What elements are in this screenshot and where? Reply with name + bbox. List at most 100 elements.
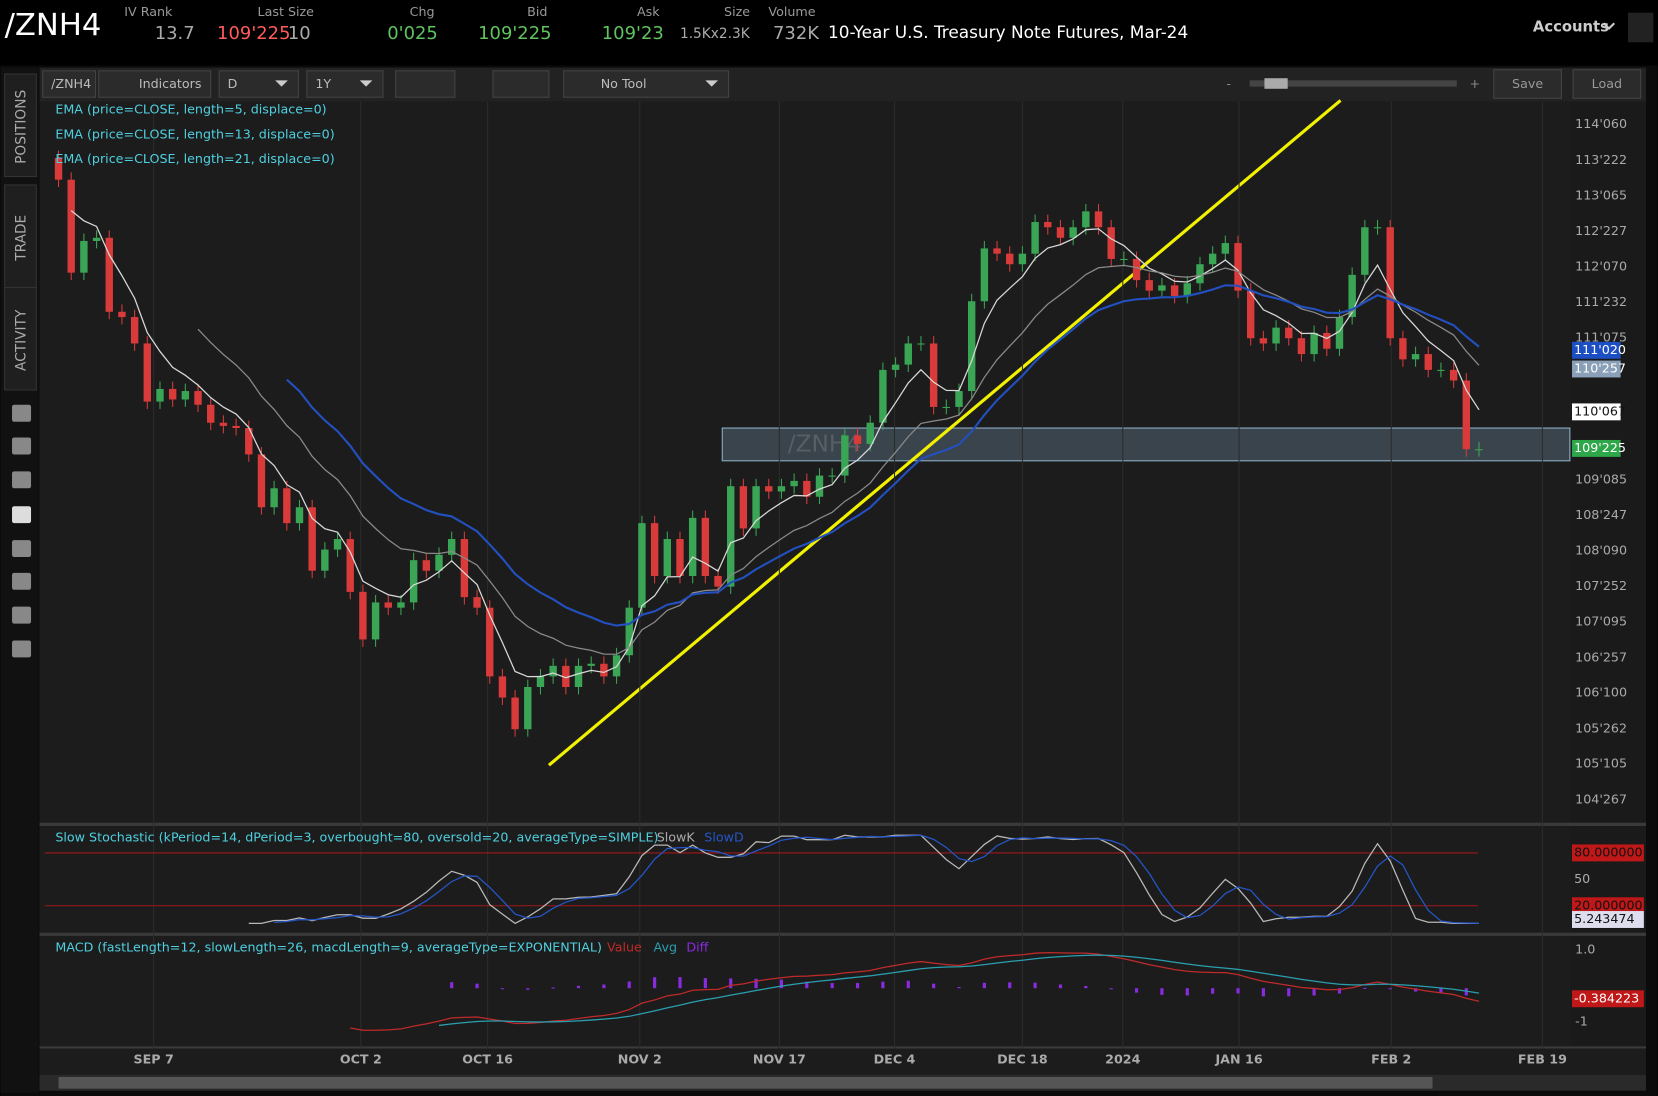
stat-label: Chg [410, 4, 435, 19]
toolbar-button[interactable] [42, 70, 97, 98]
stat-value: 10 [288, 23, 311, 44]
candle [777, 486, 786, 492]
y-tick-label: 113'222 [1575, 152, 1627, 167]
sidebar-icon[interactable] [12, 506, 32, 524]
candle [1234, 243, 1242, 291]
description: 10-Year U.S. Treasury Note Futures, Mar-… [828, 22, 1188, 42]
candle [1031, 221, 1039, 254]
diff-bar [1185, 988, 1189, 996]
sidebar-icon[interactable] [12, 572, 32, 590]
candle [422, 560, 431, 571]
toolbar-label[interactable]: /ZNH4 [51, 76, 91, 91]
toolbar-button[interactable] [1572, 69, 1642, 99]
diff-bar [906, 980, 910, 989]
axis-label: -1 [1575, 1014, 1588, 1029]
macd-avg-line [438, 954, 1480, 1027]
axis-marker [1571, 897, 1644, 915]
candle [257, 454, 266, 508]
close-button[interactable] [1628, 12, 1654, 43]
scroll-thumb[interactable] [58, 1076, 1433, 1089]
diff-bar [779, 979, 784, 989]
zoom-thumb[interactable] [1264, 78, 1288, 89]
candle [663, 539, 671, 576]
toolbar-label[interactable]: Save [1512, 76, 1543, 91]
sidebar-icon[interactable] [12, 404, 32, 422]
toolbar-button[interactable] [492, 70, 550, 98]
stat-value: 109'23 [602, 23, 664, 44]
candle [1221, 243, 1230, 254]
toolbar-button[interactable] [563, 70, 730, 98]
diff-bar [576, 985, 581, 989]
toolbar-button[interactable] [218, 70, 299, 98]
toolbar-label[interactable]: D [228, 76, 238, 91]
candle [1437, 369, 1445, 371]
diff-bar [1236, 988, 1240, 994]
diff-bar [526, 988, 530, 990]
zoom-out[interactable]: - [1226, 76, 1231, 91]
stat-label: Ask [637, 4, 660, 19]
sidebar-icon[interactable] [12, 640, 32, 658]
side-tab[interactable] [4, 286, 37, 391]
candle [283, 488, 291, 524]
study-label: EMA (price=CLOSE, length=21, displace=0) [55, 151, 334, 166]
toolbar-label[interactable]: 1Y [315, 76, 331, 91]
candle [549, 665, 557, 677]
side-tab-label[interactable]: TRADE [14, 215, 30, 262]
candle [1018, 253, 1027, 265]
candle [993, 248, 1001, 254]
side-tab[interactable] [4, 184, 37, 289]
side-tab-label[interactable]: POSITIONS [14, 90, 30, 164]
candle [435, 554, 443, 571]
zoom-in[interactable]: + [1469, 76, 1480, 91]
y-tick-label: 105'105 [1575, 756, 1627, 771]
toolbar-button[interactable] [1493, 69, 1562, 99]
diff-bar [1084, 985, 1088, 989]
candle [245, 428, 253, 455]
toolbar-label[interactable]: No Tool [601, 76, 647, 91]
diff-bar [1363, 987, 1367, 989]
study-label: EMA (price=CLOSE, length=5, displace=0) [55, 101, 326, 116]
sidebar-icon[interactable] [12, 540, 32, 557]
zoom-slider[interactable] [1249, 80, 1457, 87]
candle [1411, 354, 1420, 360]
sidebar-icon[interactable] [12, 437, 32, 455]
sidebar-icon[interactable] [12, 471, 32, 489]
toolbar-label[interactable]: Indicators [139, 76, 202, 91]
axis-label: 50 [1574, 871, 1590, 886]
price-marker [1571, 341, 1621, 359]
watermark: /ZNH4 [788, 430, 861, 457]
sidebar-icon[interactable] [12, 606, 32, 624]
candle [295, 507, 304, 524]
toolbar-button[interactable] [306, 70, 384, 98]
side-tab-label[interactable]: ACTIVITY [14, 309, 30, 371]
diff-bar [1388, 988, 1392, 990]
candle [1183, 283, 1191, 296]
toolbar-button[interactable] [98, 70, 212, 98]
axis-label: -0.384223 [1574, 990, 1639, 1005]
side-tab[interactable] [4, 73, 37, 178]
candle [1094, 211, 1103, 228]
diff-bar [982, 982, 986, 989]
macd-value-line [350, 951, 1480, 1031]
diff-bar [1261, 988, 1265, 997]
x-tick-label: SEP 7 [133, 1052, 173, 1067]
candle [80, 240, 88, 273]
diff-bar [957, 986, 961, 989]
toolbar-label[interactable]: Load [1592, 76, 1622, 91]
candle [1399, 338, 1407, 360]
candle [130, 317, 139, 344]
candle [67, 179, 75, 273]
candle [841, 435, 849, 476]
toolbar-button[interactable] [395, 70, 456, 98]
accounts-menu[interactable]: Accounts [1533, 18, 1609, 35]
stat-value: 109'225 [478, 23, 551, 44]
candle [955, 391, 963, 407]
candle [156, 388, 164, 402]
candle [1386, 227, 1394, 339]
x-tick-label: NOV 17 [753, 1052, 806, 1067]
candle [650, 523, 659, 576]
candle [866, 422, 874, 444]
y-tick-label: 114'060 [1575, 116, 1627, 131]
stat-label: Bid [527, 4, 547, 19]
